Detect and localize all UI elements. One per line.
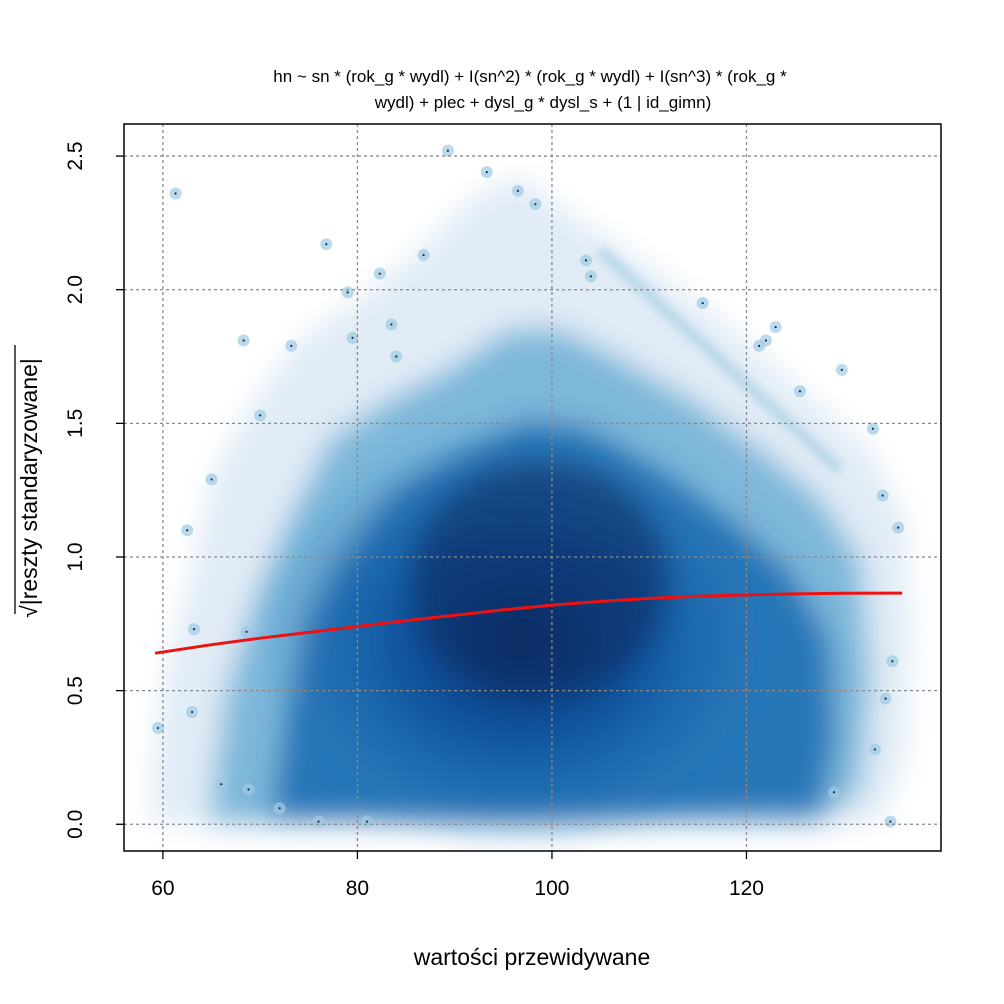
outlier-point-6 [215,778,228,791]
outlier-point-13 [320,238,333,251]
density-diagonal-ridge [596,246,844,474]
x-tick-label-60: 60 [151,877,174,900]
grid-lines [124,124,941,851]
x-axis-title: wartości przewidywane [413,944,650,970]
outlier-point-36 [868,743,881,756]
chart-title-line-2: wydl) + plec + dysl_g * dysl_s + (1 | id… [374,93,712,112]
y-axis-title-text: |reszty standaryzowane| [16,358,42,605]
x-tick-label-120: 120 [729,877,764,900]
density-core-hotspot [410,460,670,700]
outlier-point-10 [254,409,267,422]
outlier-point-34 [879,692,892,705]
outlier-point-11 [273,802,286,815]
x-tick-label-80: 80 [346,877,369,900]
outlier-point-27 [759,334,772,347]
x-tick-label-100: 100 [534,877,569,900]
outlier-point-5 [205,473,218,486]
outlier-point-38 [884,815,897,828]
smooth-trend-line [154,591,903,655]
plot-frame [123,123,942,852]
outlier-point-9 [242,783,255,796]
outlier-point-14 [341,286,354,299]
outlier-point-28 [769,321,782,334]
outlier-point-18 [417,248,430,261]
outlier-point-2 [181,524,194,537]
y-tick-label-1.5: 1.5 [64,409,87,438]
outlier-point-25 [696,297,709,310]
outlier-point-39 [312,815,325,828]
chart-title-line-1: hn ~ sn * (rok_g * wydl) + I(sn^2) * (ro… [273,67,787,86]
y-axis-title: √|reszty standaryzowane| [14,345,42,618]
y-tick-label-0.0: 0.0 [64,810,87,839]
svg-text:√|reszty standaryzowane|: √|reszty standaryzowane| [16,358,42,618]
outlier-point-22 [529,198,542,211]
x-axis: 60 80 100 120 [151,851,764,900]
outlier-point-16 [373,267,386,280]
outlier-point-0 [152,722,165,735]
outlier-point-30 [835,363,848,376]
outlier-point-19 [441,144,454,157]
y-tick-label-2.0: 2.0 [64,275,87,304]
outlier-point-4 [186,706,199,719]
outlier-point-37 [828,786,841,799]
outlier-point-3 [188,623,201,636]
outlier-point-15 [346,331,359,344]
y-axis: 0.0 0.5 1.0 1.5 2.0 2.5 [64,141,124,839]
outlier-point-17 [385,318,398,331]
y-tick-label-1.0: 1.0 [64,542,87,571]
y-axis-title-root: √ [16,605,42,618]
outlier-point-24 [584,270,597,283]
outlier-point-31 [866,422,879,435]
outlier-point-41 [390,350,403,363]
outlier-point-33 [892,521,905,534]
y-tick-label-2.5: 2.5 [64,141,87,170]
y-tick-label-0.5: 0.5 [64,676,87,705]
outlier-point-12 [285,339,298,352]
outlier-point-35 [886,655,899,668]
outlier-point-20 [480,166,493,179]
outlier-point-21 [511,184,524,197]
outlier-point-7 [237,334,250,347]
outlier-point-29 [793,385,806,398]
outlier-point-23 [579,254,592,267]
outlier-point-1 [169,187,182,200]
outlier-point-40 [361,815,374,828]
outlier-point-32 [876,489,889,502]
density-cloud [150,144,910,850]
outlier-point-8 [240,625,253,638]
